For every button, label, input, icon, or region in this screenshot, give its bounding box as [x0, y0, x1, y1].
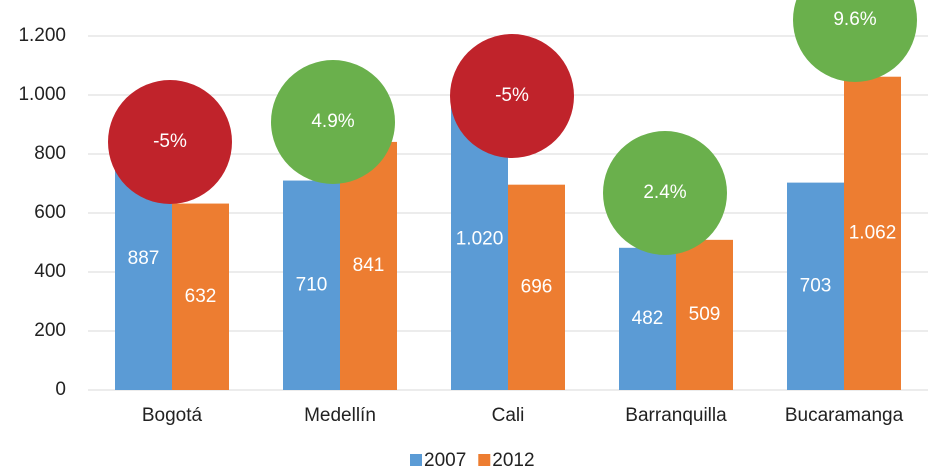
legend-label: 2007 [424, 450, 466, 469]
data-label: 703 [800, 275, 832, 296]
data-label: 710 [296, 274, 328, 295]
data-label: 1.020 [456, 229, 504, 250]
data-label: 1.062 [849, 222, 897, 243]
x-tick-label: Barranquilla [625, 405, 727, 426]
legend-swatch [410, 454, 422, 466]
bar [844, 76, 901, 391]
bar [340, 141, 397, 390]
bar [676, 239, 733, 390]
y-tick-label: 600 [34, 202, 66, 223]
annotation-text: -5% [495, 85, 529, 106]
annotation-bubble [271, 60, 395, 184]
bar [172, 203, 229, 390]
data-label: 696 [521, 276, 553, 297]
data-label: 632 [185, 286, 217, 307]
annotation-bubble [793, 0, 917, 82]
x-tick-label: Bucaramanga [785, 405, 904, 426]
bar [283, 180, 340, 390]
annotation-bubble [108, 80, 232, 204]
y-tick-label: 1.200 [18, 25, 66, 46]
legend-swatch [478, 454, 491, 466]
annotation-text: 4.9% [311, 111, 354, 132]
annotation-bubble [450, 34, 574, 158]
bar [787, 182, 844, 390]
annotation-text: 9.6% [833, 9, 876, 30]
annotation-text: -5% [153, 131, 187, 152]
y-tick-label: 400 [34, 261, 66, 282]
x-tick-label: Medellín [304, 405, 376, 426]
y-tick-label: 800 [34, 143, 66, 164]
data-label: 482 [632, 308, 664, 329]
data-label: 887 [128, 248, 160, 269]
bar [619, 247, 676, 390]
bar [508, 184, 565, 390]
x-tick-label: Cali [492, 405, 525, 426]
y-tick-label: 0 [55, 379, 66, 400]
data-label: 509 [689, 304, 721, 325]
annotation-bubble [603, 131, 727, 255]
y-tick-label: 200 [34, 320, 66, 341]
data-label: 841 [353, 255, 385, 276]
annotation-text: 2.4% [643, 182, 686, 203]
legend-label: 2012 [492, 450, 534, 469]
y-tick-label: 1.000 [18, 84, 66, 105]
x-tick-label: Bogotá [142, 405, 203, 426]
